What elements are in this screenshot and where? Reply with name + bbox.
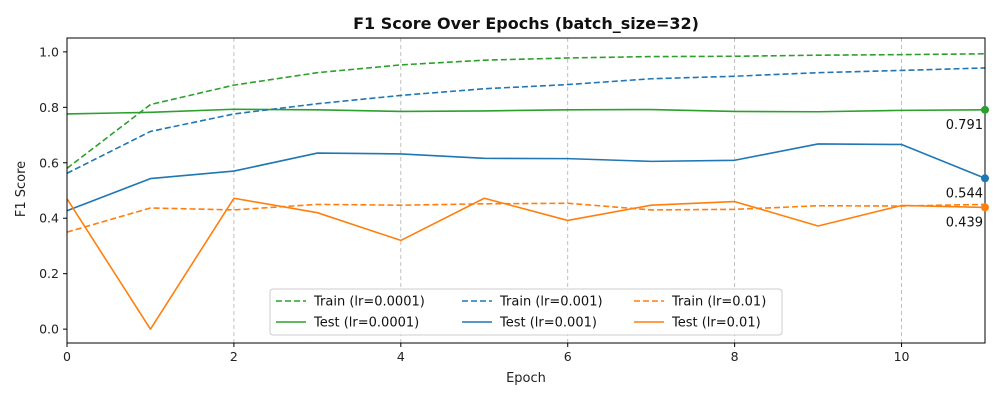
series-line-4 [67,202,985,233]
series-line-2 [67,67,985,175]
series-line-3 [67,143,985,212]
y-tick-label: 0.6 [39,155,59,170]
series-line-0 [67,53,985,169]
x-tick-label: 2 [230,349,238,364]
axes: 0 2 4 6 8 10 0.0 0.2 0.4 0.6 0.8 1.0 [39,37,986,364]
end-value-label: 0.791 [946,118,983,133]
series-line-5 [67,197,985,330]
x-axis-label: Epoch [506,371,546,386]
series-line-1 [67,108,985,115]
end-value-label: 0.439 [946,215,983,230]
end-annotations: 0.791 0.544 0.439 [946,105,989,230]
legend-label: Test (lr=0.0001) [313,316,419,331]
y-tick-label: 0.4 [39,211,59,226]
end-marker [981,174,989,183]
plot-frame [66,37,986,344]
legend-label: Test (lr=0.01) [671,316,761,331]
legend-label: Train (lr=0.01) [671,295,766,310]
x-tick-label: 10 [894,349,910,364]
series-lines [67,53,985,330]
y-tick-label: 0.0 [39,322,59,337]
end-marker [981,203,989,212]
y-tick-label: 0.2 [39,266,59,281]
end-marker [981,105,989,114]
x-tick-label: 8 [731,349,739,364]
y-axis-label: F1 Score [14,161,29,217]
y-tick-label: 1.0 [39,44,59,59]
end-value-label: 0.544 [946,186,983,201]
legend-label: Train (lr=0.0001) [313,295,425,310]
x-tick-label: 6 [564,349,572,364]
legend: Train (lr=0.0001) Test (lr=0.0001) Train (… [269,288,783,336]
x-tick-label: 0 [63,349,71,364]
y-tick-label: 0.8 [39,100,59,115]
chart-title: F1 Score Over Epochs (batch_size=32) [353,14,699,33]
legend-label: Test (lr=0.001) [499,316,597,331]
x-tick-label: 4 [397,349,405,364]
series-group [67,53,985,330]
legend-label: Train (lr=0.001) [499,295,603,310]
